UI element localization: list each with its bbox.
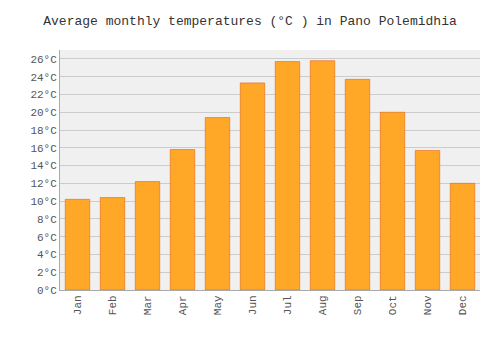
- svg-text:16°C: 16°C: [30, 143, 57, 155]
- svg-text:Dec: Dec: [457, 295, 469, 315]
- svg-text:22°C: 22°C: [30, 89, 57, 101]
- svg-text:0°C: 0°C: [37, 285, 57, 297]
- svg-text:Average monthly temperatures (: Average monthly temperatures (°C ) in Pa…: [43, 14, 457, 29]
- svg-text:8°C: 8°C: [37, 214, 57, 226]
- svg-text:Sep: Sep: [352, 295, 364, 315]
- svg-text:Nov: Nov: [422, 295, 434, 315]
- svg-text:10°C: 10°C: [30, 196, 57, 208]
- svg-text:Jul: Jul: [282, 295, 294, 315]
- svg-text:4°C: 4°C: [37, 249, 57, 261]
- svg-text:Apr: Apr: [177, 295, 189, 315]
- svg-text:Mar: Mar: [142, 295, 154, 315]
- svg-text:26°C: 26°C: [30, 54, 57, 66]
- svg-text:May: May: [212, 295, 224, 315]
- svg-text:2°C: 2°C: [37, 267, 57, 279]
- svg-text:20°C: 20°C: [30, 107, 57, 119]
- svg-text:Aug: Aug: [317, 295, 329, 315]
- svg-text:Feb: Feb: [107, 295, 119, 315]
- svg-text:6°C: 6°C: [37, 232, 57, 244]
- svg-text:Oct: Oct: [387, 295, 399, 315]
- svg-text:12°C: 12°C: [30, 178, 57, 190]
- svg-text:Jun: Jun: [247, 295, 259, 315]
- svg-text:Jan: Jan: [72, 295, 84, 315]
- svg-text:14°C: 14°C: [30, 160, 57, 172]
- svg-text:24°C: 24°C: [30, 72, 57, 84]
- svg-text:18°C: 18°C: [30, 125, 57, 137]
